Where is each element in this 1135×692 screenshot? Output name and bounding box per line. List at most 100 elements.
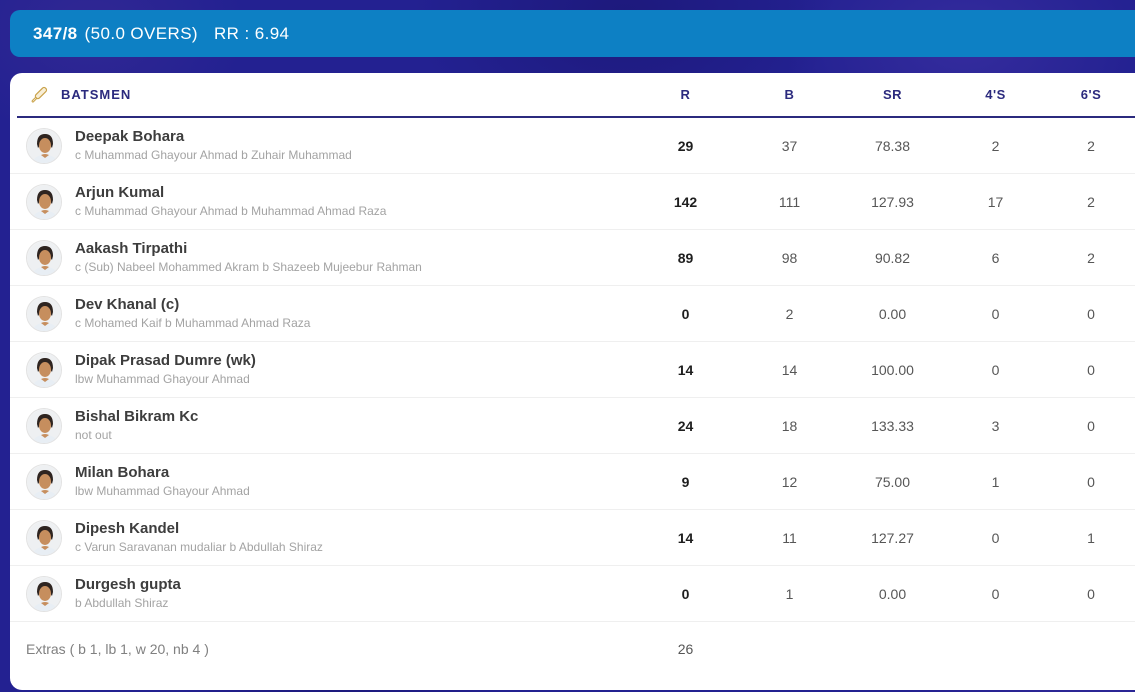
player-name: Aakash Tirpathi [75,239,188,257]
stat-strike-rate: 78.38 [874,137,911,154]
player-avatar [26,519,62,556]
batsman-row[interactable]: Bishal Bikram Kc not out 24 18 133.33 3 … [10,398,1135,454]
player-dismissal: lbw Muhammad Ghayour Ahmad [75,371,250,386]
player-name: Deepak Bohara [75,127,185,145]
stat-runs: 0 [681,305,690,322]
player-avatar [26,239,62,276]
player-info: Durgesh gupta b Abdullah Shiraz [75,576,181,611]
player-name: Milan Bohara [75,463,170,481]
player-cell: Deepak Bohara c Muhammad Ghayour Ahmad b… [10,127,633,164]
stat-runs: 89 [677,249,694,266]
stat-runs: 0 [681,585,690,602]
stat-strike-rate: 133.33 [871,417,914,434]
stat-fours: 0 [991,305,1000,322]
batsman-row[interactable]: Dipak Prasad Dumre (wk) lbw Muhammad Gha… [10,342,1135,398]
stat-sixes: 1 [1087,529,1095,546]
player-cell: Dev Khanal (c) c Mohamed Kaif b Muhammad… [10,295,633,332]
section-title: BATSMEN [17,84,633,106]
run-rate: RR : 6.94 [214,23,290,43]
stat-runs: 24 [677,417,694,434]
player-info: Arjun Kumal c Muhammad Ghayour Ahmad b M… [75,184,386,219]
player-cell: Dipak Prasad Dumre (wk) lbw Muhammad Gha… [10,351,633,388]
player-dismissal: c Muhammad Ghayour Ahmad b Zuhair Muhamm… [75,147,352,162]
stat-strike-rate: 100.00 [871,361,914,378]
stat-runs: 9 [681,473,690,490]
overs: (50.0 OVERS) [84,23,198,43]
batsman-row[interactable]: Deepak Bohara c Muhammad Ghayour Ahmad b… [10,118,1135,174]
stat-fours: 3 [991,417,1000,434]
stat-runs: 29 [677,137,694,154]
batsman-row[interactable]: Aakash Tirpathi c (Sub) Nabeel Mohammed … [10,230,1135,286]
extras-label: Extras ( b 1, lb 1, w 20, nb 4 ) [26,641,209,657]
stat-sixes: 2 [1087,193,1095,210]
column-header-sr: SR [882,87,903,102]
stat-strike-rate: 75.00 [874,473,911,490]
stat-fours: 0 [991,585,1000,602]
player-avatar [26,183,62,220]
stat-balls: 18 [781,417,798,434]
stat-fours: 0 [991,529,1000,546]
stat-sixes: 2 [1087,137,1095,154]
batsman-row[interactable]: Dipesh Kandel c Varun Saravanan mudaliar… [10,510,1135,566]
stat-sixes: 0 [1087,585,1095,602]
stat-runs: 142 [673,193,698,210]
stat-strike-rate: 0.00 [878,305,907,322]
batsmen-list: Deepak Bohara c Muhammad Ghayour Ahmad b… [10,118,1135,622]
player-cell: Arjun Kumal c Muhammad Ghayour Ahmad b M… [10,183,633,220]
player-name: Bishal Bikram Kc [75,407,199,425]
stat-balls: 12 [781,473,798,490]
stat-sixes: 2 [1087,249,1095,266]
player-info: Milan Bohara lbw Muhammad Ghayour Ahmad [75,464,250,499]
stat-strike-rate: 0.00 [878,585,907,602]
stat-balls: 98 [781,249,798,266]
stat-runs: 14 [677,529,694,546]
stat-balls: 1 [785,585,794,602]
player-info: Aakash Tirpathi c (Sub) Nabeel Mohammed … [75,240,422,275]
player-avatar [26,351,62,388]
batsman-row[interactable]: Dev Khanal (c) c Mohamed Kaif b Muhammad… [10,286,1135,342]
player-avatar [26,407,62,444]
player-avatar [26,295,62,332]
player-info: Dipak Prasad Dumre (wk) lbw Muhammad Gha… [75,352,256,387]
stat-sixes: 0 [1087,361,1095,378]
stat-fours: 0 [991,361,1000,378]
stat-sixes: 0 [1087,417,1095,434]
batsman-row[interactable]: Arjun Kumal c Muhammad Ghayour Ahmad b M… [10,174,1135,230]
stat-strike-rate: 127.27 [871,529,914,546]
stat-strike-rate: 127.93 [871,193,914,210]
player-cell: Dipesh Kandel c Varun Saravanan mudaliar… [10,519,633,556]
team-score: 347/8 [33,23,78,43]
stat-fours: 6 [991,249,1000,266]
player-cell: Milan Bohara lbw Muhammad Ghayour Ahmad [10,463,633,500]
player-cell: Durgesh gupta b Abdullah Shiraz [10,575,633,612]
player-dismissal: c (Sub) Nabeel Mohammed Akram b Shazeeb … [75,259,422,274]
stat-fours: 1 [991,473,1000,490]
player-name: Dev Khanal (c) [75,295,180,313]
player-cell: Bishal Bikram Kc not out [10,407,633,444]
player-avatar [26,575,62,612]
column-header-sixes: 6'S [1080,87,1102,102]
stat-balls: 14 [781,361,798,378]
player-info: Bishal Bikram Kc not out [75,408,198,443]
column-header-balls: B [784,87,795,102]
player-dismissal: c Muhammad Ghayour Ahmad b Muhammad Ahma… [75,203,387,218]
player-name: Dipak Prasad Dumre (wk) [75,351,256,369]
stat-balls: 2 [785,305,794,322]
player-name: Arjun Kumal [75,183,165,201]
stat-sixes: 0 [1087,473,1095,490]
player-info: Deepak Bohara c Muhammad Ghayour Ahmad b… [75,128,352,163]
section-label: BATSMEN [61,87,132,102]
player-avatar [26,463,62,500]
player-info: Dev Khanal (c) c Mohamed Kaif b Muhammad… [75,296,310,331]
extras-value: 26 [677,641,694,657]
stat-balls: 111 [778,193,801,210]
batsman-row[interactable]: Milan Bohara lbw Muhammad Ghayour Ahmad … [10,454,1135,510]
stat-sixes: 0 [1087,305,1095,322]
player-dismissal: c Mohamed Kaif b Muhammad Ahmad Raza [75,315,311,330]
player-avatar [26,127,62,164]
player-cell: Aakash Tirpathi c (Sub) Nabeel Mohammed … [10,239,633,276]
player-dismissal: lbw Muhammad Ghayour Ahmad [75,483,250,498]
player-dismissal: not out [75,427,112,442]
batsman-row[interactable]: Durgesh gupta b Abdullah Shiraz 0 1 0.00… [10,566,1135,622]
stat-balls: 11 [782,529,797,546]
